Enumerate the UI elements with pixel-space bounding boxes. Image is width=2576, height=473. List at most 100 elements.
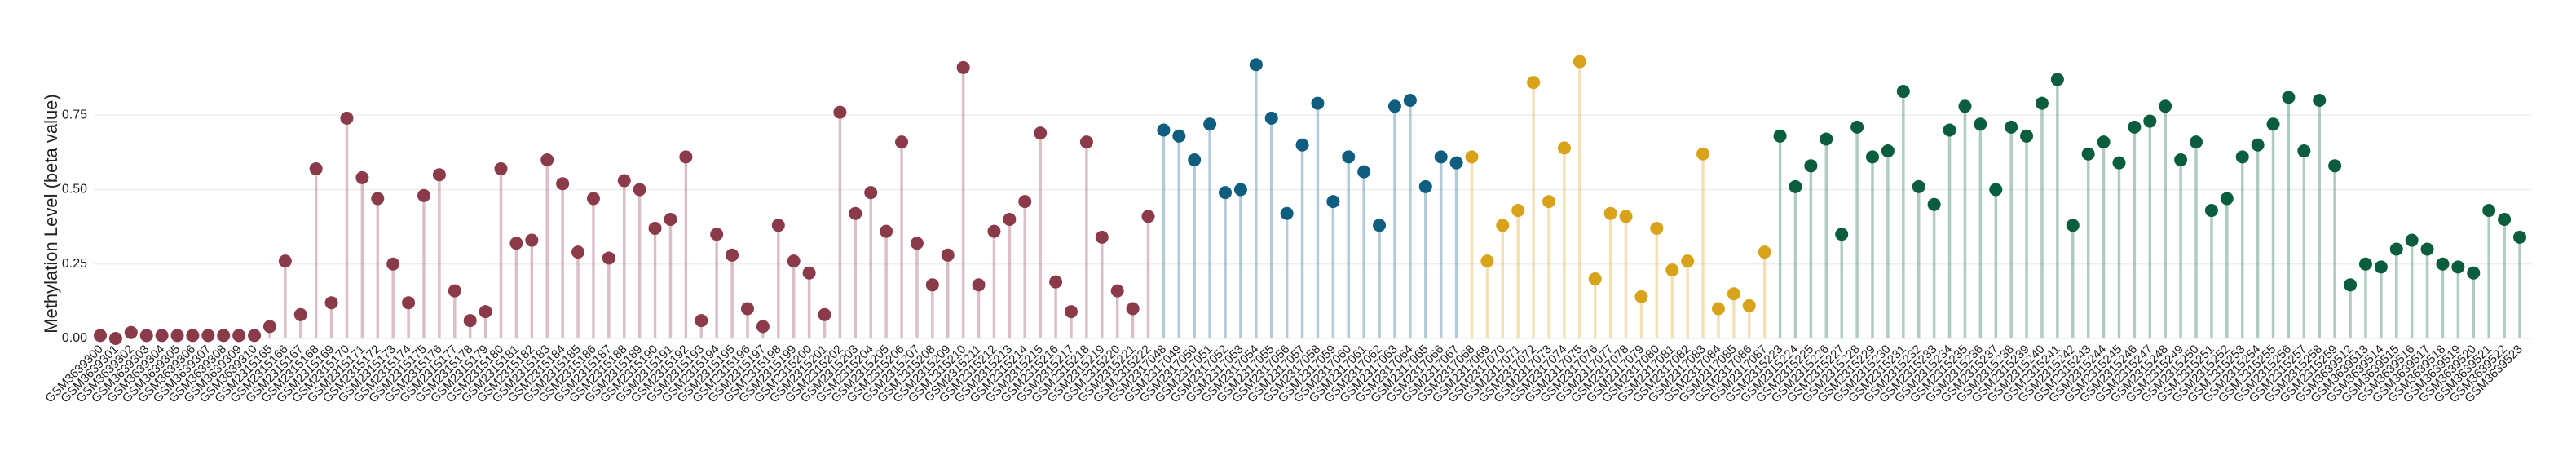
dot	[2467, 266, 2481, 280]
dot	[880, 224, 893, 238]
dot	[956, 60, 970, 74]
dot	[1835, 228, 1849, 241]
dot	[1696, 147, 1710, 161]
dot	[818, 307, 831, 321]
dot	[1881, 144, 1895, 158]
dot	[2066, 219, 2080, 232]
dot	[1295, 138, 1309, 152]
dot	[787, 254, 801, 268]
dot	[695, 314, 708, 328]
dot	[248, 329, 262, 343]
dot	[1434, 150, 1448, 164]
dot	[972, 278, 986, 292]
dot	[1742, 298, 1756, 312]
dot	[1172, 129, 1186, 143]
dot	[1927, 197, 1941, 211]
dot	[1557, 141, 1571, 155]
dot	[262, 320, 276, 334]
dot	[648, 221, 662, 235]
dot	[1095, 230, 1109, 244]
dot	[1280, 206, 1294, 220]
dot	[679, 150, 693, 164]
dot	[386, 257, 400, 271]
dot	[1896, 85, 1910, 99]
dot	[710, 228, 724, 241]
dot	[139, 329, 153, 343]
dot	[186, 329, 200, 343]
dot	[448, 284, 461, 298]
dot	[1974, 117, 1987, 131]
dot	[417, 188, 430, 202]
dot	[1681, 254, 1695, 268]
dot	[2112, 156, 2126, 170]
dot	[1326, 195, 1340, 209]
dot	[771, 219, 785, 232]
dot	[1665, 263, 1679, 277]
dot	[1249, 58, 1263, 72]
dot	[925, 278, 939, 292]
dot	[1373, 219, 1387, 232]
dot	[2251, 138, 2265, 152]
dot	[1850, 120, 1864, 134]
dot	[1773, 129, 1787, 143]
dot	[1157, 123, 1171, 137]
dot	[2266, 117, 2280, 131]
dot	[309, 161, 323, 175]
dot	[1527, 76, 1541, 90]
dot	[324, 296, 338, 310]
dot	[602, 251, 615, 265]
dot	[479, 305, 492, 319]
dot	[1912, 179, 1925, 193]
dot	[2220, 192, 2234, 206]
dot	[94, 329, 107, 343]
dot	[1403, 94, 1417, 107]
dot	[1264, 111, 1278, 125]
dot	[1496, 219, 1510, 232]
dot	[1357, 165, 1371, 179]
dot	[1049, 275, 1063, 289]
dot	[340, 111, 354, 125]
dot	[155, 329, 169, 343]
dot	[201, 329, 215, 343]
dot	[1233, 183, 1247, 197]
dot	[726, 248, 739, 262]
dot	[2420, 242, 2434, 256]
dot	[556, 177, 570, 191]
dot	[1588, 272, 1602, 285]
dot	[1141, 210, 1155, 223]
dot	[2498, 213, 2512, 226]
dot	[2204, 204, 2218, 218]
dot	[2389, 242, 2403, 256]
dot	[895, 135, 909, 149]
dot	[2035, 96, 2049, 110]
dot	[864, 186, 878, 200]
dot	[509, 236, 523, 250]
dot	[2050, 73, 2064, 86]
dot	[1866, 150, 1880, 164]
dot	[1188, 153, 1202, 166]
dot	[2159, 99, 2172, 113]
y-tick-label: 0.50	[62, 183, 87, 197]
dot	[2282, 91, 2296, 104]
dot	[2405, 233, 2419, 247]
y-tick-label: 0.25	[62, 257, 87, 271]
dot	[1650, 221, 1664, 235]
dot	[1958, 99, 1972, 113]
dot	[2143, 114, 2157, 128]
dot	[1465, 150, 1479, 164]
dot	[170, 329, 184, 343]
dot	[2513, 230, 2526, 244]
dot	[278, 254, 292, 268]
dot	[1804, 159, 1818, 173]
dot	[617, 174, 631, 188]
dot	[124, 325, 138, 339]
dot	[1311, 96, 1325, 110]
dot	[987, 224, 1001, 238]
dot	[1727, 287, 1740, 301]
dot	[540, 153, 554, 166]
dot	[1418, 179, 1432, 193]
dot	[2482, 204, 2496, 218]
dot	[2436, 257, 2450, 271]
dot	[2128, 120, 2142, 134]
